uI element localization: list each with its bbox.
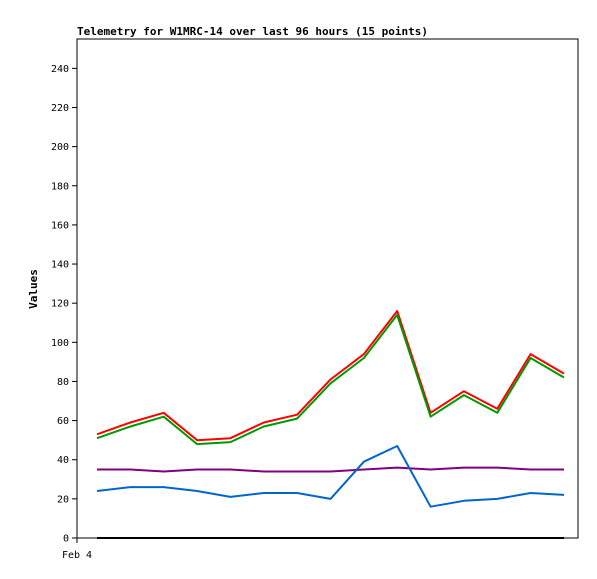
x-tick-label: Feb 4 [62,550,92,561]
y-tick-label: 80 [57,377,69,388]
y-tick-label: 140 [51,260,69,271]
y-tick-label: 240 [51,64,69,75]
y-tick-label: 160 [51,220,69,231]
y-tick-label: 180 [51,181,69,192]
x-axis: Feb 4 [62,538,92,561]
series-line-3 [97,466,564,473]
series-line-2 [96,313,565,446]
series-line-1 [96,310,565,442]
series-line-4 [96,445,565,508]
series-group [96,310,565,539]
y-tick-label: 100 [51,338,69,349]
y-tick-label: 20 [57,494,69,505]
y-tick-label: 120 [51,299,69,310]
plot-frame [76,38,579,539]
y-tick-label: 40 [57,455,69,466]
y-tick-label: 220 [51,103,69,114]
y-axis: 0 20 40 60 80 100 120 140 160 180 200 220 240 [51,64,77,545]
y-tick-label: 0 [63,534,69,545]
y-axis-label: Values [27,269,40,309]
y-tick-label: 60 [57,416,69,427]
y-tick-label: 200 [51,142,69,153]
chart-title: Telemetry for W1MRC-14 over last 96 hour… [77,25,428,38]
